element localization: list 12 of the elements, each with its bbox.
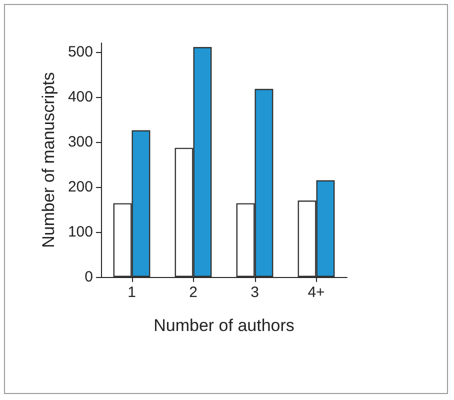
x-tick-label: 2	[189, 284, 198, 301]
y-tick-label: 500	[68, 44, 93, 60]
y-axis-title: Number of manuscripts	[39, 72, 58, 248]
x-tick-label: 4+	[308, 284, 326, 301]
y-tick-label: 400	[68, 88, 93, 106]
y-tick-label: 100	[68, 224, 93, 240]
y-tick-label: 300	[68, 134, 93, 150]
x-axis-title: Number of authors	[154, 316, 294, 335]
y-tick-label: 200	[68, 178, 93, 196]
x-tick-label: 3	[250, 284, 259, 301]
x-tick-label: 1	[128, 284, 136, 301]
y-tick-label: 0	[84, 268, 93, 286]
